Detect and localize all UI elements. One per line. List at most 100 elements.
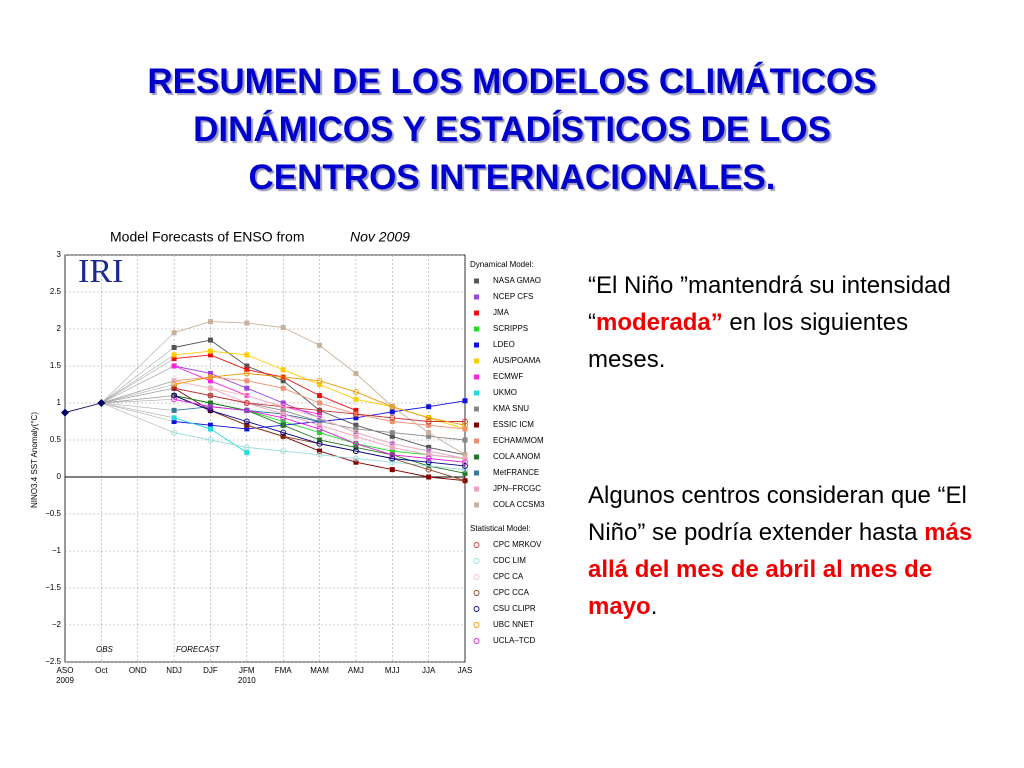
legend-label: KMA SNU <box>493 404 529 413</box>
marker <box>352 440 359 447</box>
marker <box>243 422 250 429</box>
marker <box>207 378 213 384</box>
connector <box>101 332 175 404</box>
marker <box>352 448 359 455</box>
connector <box>101 365 175 404</box>
marker <box>207 407 214 414</box>
marker <box>353 396 359 402</box>
legend-label: UCLA–TCD <box>493 636 535 645</box>
emphasis-text: más allá del mes de abril al mes de mayo <box>588 519 973 620</box>
slide-title: RESUMEN DE LOS MODELOS CLIMÁTICOS DINÁMIC… <box>0 58 1024 202</box>
marker <box>352 455 359 462</box>
y-tick-label: 0 <box>57 472 62 481</box>
marker <box>280 367 286 373</box>
marker <box>316 440 323 447</box>
marker <box>207 352 213 358</box>
marker <box>352 429 359 436</box>
marker <box>317 430 323 436</box>
marker <box>353 433 359 439</box>
marker <box>426 452 432 458</box>
x-tick-label: JAS <box>458 666 473 675</box>
legend-label: CPC MRKOV <box>493 540 542 549</box>
emphasis-text: moderada” <box>596 309 723 336</box>
marker <box>425 418 432 425</box>
y-tick-label: 0.5 <box>50 435 62 444</box>
series-line <box>174 372 466 426</box>
legend-label: COLA ANOM <box>493 452 540 461</box>
x-tick-label: NDJ <box>166 666 182 675</box>
marker <box>171 381 178 388</box>
marker <box>462 422 468 429</box>
marker <box>389 440 396 447</box>
marker <box>353 415 359 421</box>
marker <box>280 385 286 391</box>
marker <box>462 477 468 484</box>
series-line <box>174 380 466 459</box>
x-tick-label: MJJ <box>385 666 400 675</box>
x-tick-label: OND <box>129 666 147 675</box>
marker <box>243 400 250 406</box>
marker <box>244 385 250 391</box>
marker <box>280 378 286 384</box>
marker <box>353 426 359 432</box>
marker <box>389 448 395 454</box>
legend-marker <box>474 278 479 284</box>
marker <box>316 425 323 432</box>
text: “El Niño ”mantendrá su intensidad “ <box>588 272 951 336</box>
legend-label: JPN–FRCGC <box>493 484 541 493</box>
legend-label: SCRIPPS <box>493 324 528 333</box>
legend-label: NASA GMAO <box>493 276 541 285</box>
marker <box>353 422 359 428</box>
marker <box>462 470 468 476</box>
legend-marker <box>473 574 480 580</box>
marker <box>317 422 323 428</box>
legend-marker <box>473 558 480 564</box>
marker <box>280 414 287 421</box>
marker <box>317 342 323 348</box>
marker <box>171 415 177 421</box>
annotation: OBS <box>96 645 114 654</box>
marker <box>316 451 323 458</box>
y-axis-label: NINO3.4 SST Anomaly(°C) <box>30 412 39 508</box>
marker <box>425 414 432 421</box>
y-tick-label: 1 <box>57 398 62 407</box>
x-tick-label: MAM <box>310 666 329 675</box>
marker <box>280 429 287 436</box>
marker <box>389 455 396 462</box>
marker <box>171 419 177 424</box>
y-tick-label: −2.5 <box>45 657 61 666</box>
marker <box>244 367 250 373</box>
marker <box>243 407 250 414</box>
legend-heading: Statistical Model: <box>470 524 530 533</box>
marker <box>171 407 177 413</box>
connector <box>101 402 175 419</box>
legend-marker <box>473 622 480 628</box>
legend-label: COLA CCSM3 <box>493 500 545 509</box>
marker <box>97 399 106 407</box>
marker <box>280 325 286 331</box>
marker <box>280 419 286 424</box>
marker <box>316 377 323 384</box>
marker <box>207 385 214 392</box>
series-line <box>174 398 466 463</box>
marker <box>207 374 214 381</box>
marker <box>171 345 177 350</box>
marker <box>244 352 250 358</box>
legend-marker <box>474 374 479 380</box>
marker <box>244 378 250 384</box>
marker <box>280 411 286 417</box>
marker <box>171 356 177 362</box>
legend-marker <box>474 358 479 364</box>
marker <box>243 418 250 425</box>
marker <box>207 400 213 406</box>
marker <box>425 462 432 469</box>
chart-title-date: Nov 2009 <box>350 229 410 245</box>
marker <box>317 448 323 454</box>
legend-label: CDC LIM <box>493 556 526 565</box>
marker <box>244 426 250 432</box>
y-tick-label: −2 <box>52 620 62 629</box>
marker <box>280 448 287 455</box>
marker <box>426 444 432 450</box>
marker <box>389 403 396 410</box>
y-tick-label: 2.5 <box>50 287 62 296</box>
